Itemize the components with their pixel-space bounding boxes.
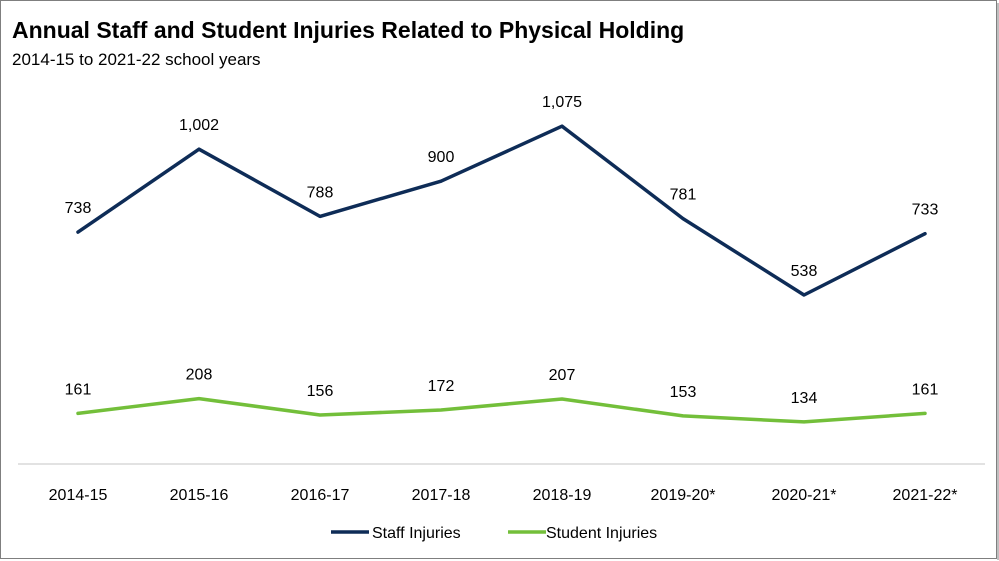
data-label: 156 <box>307 383 334 400</box>
legend-label: Student Injuries <box>546 525 657 542</box>
x-tick-label: 2015-16 <box>170 487 229 504</box>
data-point <box>923 232 927 236</box>
data-label: 1,002 <box>179 117 219 134</box>
data-point <box>681 217 685 221</box>
data-label: 161 <box>65 381 92 398</box>
data-label: 161 <box>912 381 939 398</box>
legend-label: Staff Injuries <box>372 525 461 542</box>
data-label: 134 <box>791 390 818 407</box>
data-label: 172 <box>428 378 455 395</box>
data-label: 900 <box>428 149 455 166</box>
data-point <box>923 411 927 415</box>
x-tick-label: 2021-22* <box>893 487 958 504</box>
data-label: 788 <box>307 184 334 201</box>
data-label: 538 <box>791 263 818 280</box>
data-label: 738 <box>65 200 92 217</box>
x-tick-label: 2014-15 <box>49 487 108 504</box>
data-point <box>76 230 80 234</box>
data-point <box>439 408 443 412</box>
x-tick-label: 2016-17 <box>291 487 350 504</box>
series-line-student <box>76 396 927 424</box>
x-tick-label: 2019-20* <box>651 487 716 504</box>
data-point <box>560 124 564 128</box>
chart-title: Annual Staff and Student Injuries Relate… <box>12 17 685 43</box>
x-tick-label: 2017-18 <box>412 487 471 504</box>
data-label: 153 <box>670 384 697 401</box>
data-point <box>197 147 201 151</box>
data-point <box>318 413 322 417</box>
series-line-staff <box>76 124 927 297</box>
data-point <box>802 293 806 297</box>
x-tick-label: 2018-19 <box>533 487 592 504</box>
data-point <box>197 397 201 401</box>
data-label: 733 <box>912 202 939 219</box>
data-point <box>681 414 685 418</box>
chart-subtitle: 2014-15 to 2021-22 school years <box>12 50 261 69</box>
data-label: 208 <box>186 367 213 384</box>
data-point <box>802 420 806 424</box>
data-label: 781 <box>670 187 697 204</box>
data-point <box>76 411 80 415</box>
data-point <box>318 214 322 218</box>
data-label: 1,075 <box>542 94 582 111</box>
data-label: 207 <box>549 367 576 384</box>
data-point <box>439 179 443 183</box>
x-tick-label: 2020-21* <box>772 487 837 504</box>
data-point <box>560 397 564 401</box>
